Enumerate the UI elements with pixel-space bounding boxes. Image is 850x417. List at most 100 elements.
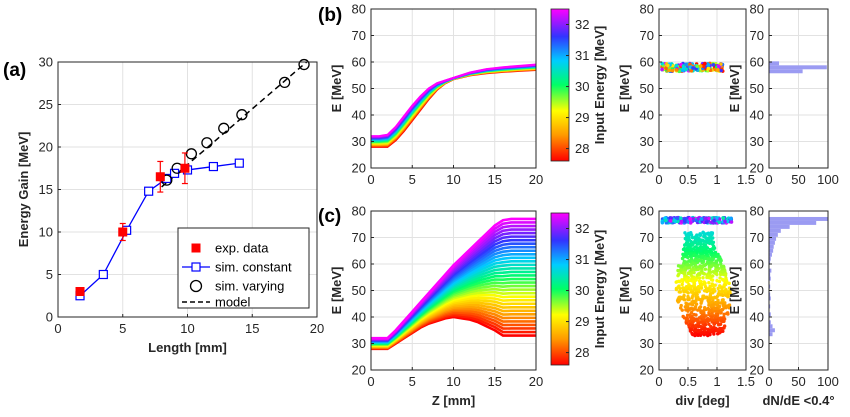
sim-varying-point — [298, 58, 310, 71]
scatter-point — [697, 279, 702, 283]
histogram-bar — [769, 332, 773, 337]
scatter-point — [696, 216, 701, 221]
legend-sim-constant-symbol — [191, 262, 201, 272]
scatter-point — [701, 64, 706, 69]
scatter-point — [667, 68, 672, 73]
histogram-bar — [769, 256, 771, 261]
sim-varying-point — [218, 122, 230, 134]
scatter-point — [681, 66, 686, 70]
y-tick-label: 40 — [640, 108, 654, 123]
scatter-point — [683, 305, 688, 309]
x-tick-label: 1.5 — [737, 172, 755, 187]
histogram-bar — [769, 312, 771, 317]
scatter-point — [712, 218, 716, 223]
scatter-point — [695, 250, 699, 255]
y-axis-label: E [MeV] — [727, 65, 742, 113]
scatter-point — [706, 239, 711, 243]
scatter-point — [698, 271, 702, 275]
histogram-bar — [769, 220, 817, 225]
scatter-point — [713, 67, 717, 72]
scatter-point — [711, 283, 715, 288]
scatter-point — [702, 235, 706, 239]
scatter-point — [702, 294, 706, 298]
scatter-point — [715, 216, 719, 220]
scatter-point — [678, 306, 683, 310]
histogram-bar — [769, 65, 827, 70]
scatter-point — [717, 279, 722, 284]
scatter-point — [683, 219, 687, 223]
scatter-point — [674, 287, 679, 292]
histogram-bar — [769, 304, 771, 309]
scatter-point — [707, 322, 711, 326]
x-tick-label: 20 — [529, 172, 543, 187]
sim-constant-point — [234, 158, 244, 168]
histogram-bar — [769, 284, 771, 289]
scatter-point — [686, 294, 690, 299]
scatter-point — [713, 264, 718, 269]
y-tick-label: 40 — [750, 108, 764, 123]
scatter-point — [681, 295, 686, 299]
y-tick-label: 20 — [640, 161, 654, 176]
scatter-point — [686, 233, 691, 237]
scatter-point — [724, 277, 728, 282]
scatter-point — [711, 330, 716, 334]
exp-data-point — [155, 172, 165, 182]
scatter-point — [696, 285, 700, 289]
scatter-point — [690, 277, 694, 281]
scatter-point — [694, 67, 698, 71]
colorbar-tick-label: 29 — [575, 314, 589, 329]
scatter-point — [706, 63, 711, 67]
y-tick-label: 50 — [640, 81, 654, 96]
y-tick-label: 70 — [352, 28, 366, 43]
scatter-point — [721, 303, 725, 307]
scatter-point — [694, 298, 698, 303]
x-tick-label: 100 — [817, 172, 839, 187]
scatter-point — [711, 247, 715, 251]
y-tick-label: 20 — [640, 363, 654, 378]
scatter-point — [705, 331, 710, 335]
scatter-point — [673, 219, 678, 223]
sim-constant-point — [98, 269, 108, 280]
panel-label-c: (c) — [318, 206, 341, 227]
scatter-point — [682, 277, 687, 281]
scatter-point — [717, 220, 721, 224]
scatter-point — [690, 324, 695, 329]
scatter-point — [678, 290, 683, 294]
y-axis-label: E [MeV] — [727, 267, 742, 315]
y-tick-label: 30 — [39, 55, 53, 70]
histogram-bar — [769, 228, 781, 233]
scatter-point — [692, 253, 696, 258]
y-tick-label: 20 — [352, 363, 366, 378]
scatter-point — [679, 216, 683, 220]
scatter-point — [718, 276, 722, 280]
x-tick-label: 20 — [310, 321, 324, 336]
histogram-bar — [769, 296, 771, 301]
y-tick-label: 60 — [750, 257, 764, 272]
scatter-point — [717, 304, 722, 309]
histogram-bar — [769, 328, 775, 333]
scatter-point — [681, 314, 685, 319]
scatter-point — [698, 232, 702, 236]
scatter-point — [698, 305, 703, 309]
x-tick-label: 0 — [765, 374, 772, 389]
scatter-point — [710, 250, 714, 255]
scatter-point — [700, 268, 704, 273]
scatter-point — [694, 313, 698, 317]
colorbar-tick-label: 31 — [575, 252, 589, 267]
colorbar-tick-label: 31 — [575, 48, 589, 63]
scatter-point — [702, 323, 707, 328]
scatter-point — [675, 216, 679, 221]
colorbar-tick-label: 29 — [575, 110, 589, 125]
y-tick-label: 30 — [640, 134, 654, 149]
colorbar-tick-label: 28 — [575, 345, 589, 360]
scatter-point — [729, 217, 733, 221]
x-tick-label: 0 — [54, 321, 61, 336]
scatter-point — [718, 284, 722, 288]
y-tick-label: 60 — [640, 257, 654, 272]
scatter-point — [700, 238, 704, 242]
scatter-point — [706, 274, 710, 278]
y-tick-label: 15 — [39, 182, 53, 197]
y-tick-label: 50 — [750, 283, 764, 298]
scatter-point — [718, 272, 723, 277]
